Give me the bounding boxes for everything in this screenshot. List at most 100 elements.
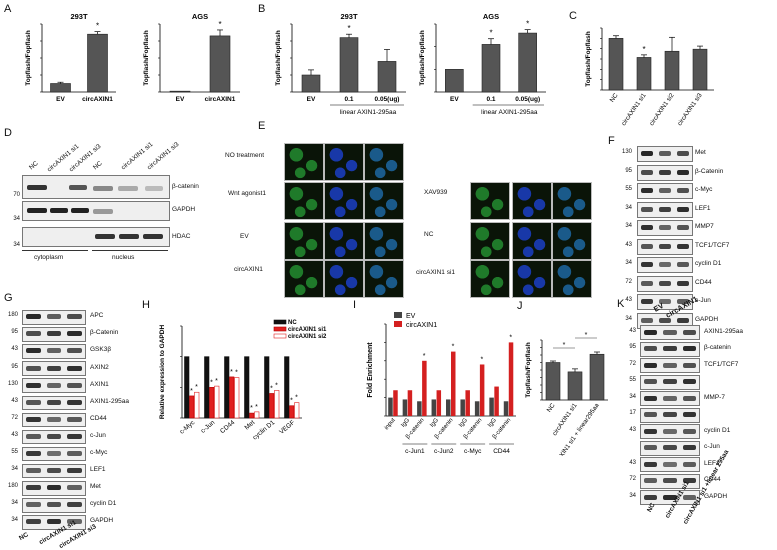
band <box>46 433 62 439</box>
row-label: LEF1 <box>90 466 106 474</box>
bar <box>636 57 652 91</box>
band <box>641 243 653 249</box>
micrograph-tile <box>512 182 552 220</box>
blot-row <box>22 429 86 445</box>
band <box>641 262 653 267</box>
band <box>46 485 62 491</box>
bar <box>474 401 480 416</box>
x-tick-label: circAXIN1 si1 <box>620 92 648 127</box>
bar <box>393 390 398 416</box>
mw-marker: 180 <box>7 483 18 490</box>
y-axis-label: Relative expression to GAPDH <box>159 325 166 420</box>
band <box>663 412 677 417</box>
legend-swatch <box>273 319 287 325</box>
row-label-no-treatment: NO treatment <box>225 152 265 159</box>
bar <box>664 50 680 91</box>
blot-row <box>640 358 700 373</box>
band <box>682 362 696 368</box>
mw-marker: 55 <box>11 449 18 456</box>
bar <box>545 362 561 401</box>
significance-star: * <box>215 378 218 385</box>
row-label: LEF1 <box>695 204 711 212</box>
bar <box>692 48 708 91</box>
band <box>659 169 671 175</box>
micrograph-tile <box>284 143 324 181</box>
x-tick-label: circAXIN1 <box>82 96 113 103</box>
bar <box>294 402 300 419</box>
chart-title: AGS <box>192 12 208 21</box>
band <box>26 399 41 405</box>
bar <box>229 376 235 419</box>
x-tick-label: cyclin D1 <box>252 419 277 442</box>
mw-marker: 34 <box>629 492 636 499</box>
panel-label-c: C <box>569 10 577 22</box>
micrograph-tile <box>364 260 404 298</box>
x-tick-label: EV <box>176 96 185 103</box>
x-tick-label: CD44 <box>219 419 237 435</box>
band <box>67 331 82 337</box>
band <box>641 188 653 193</box>
band <box>682 494 696 500</box>
group-label: c-Myc <box>464 448 482 455</box>
band <box>46 468 62 474</box>
group-label: c-Jun2 <box>434 448 454 455</box>
bar <box>479 364 485 416</box>
band <box>659 151 671 156</box>
significance-star: * <box>195 384 198 391</box>
band <box>663 362 677 368</box>
band <box>677 151 689 156</box>
blot-row <box>637 238 693 255</box>
bar <box>589 353 605 401</box>
blot-row <box>22 412 86 428</box>
row-label: TCF1/TCF7 <box>695 241 730 249</box>
blot-row <box>637 164 693 181</box>
chart-b-293t: 293T Topflash/Fopflash EV * 0.1 0.05(ug) linea… <box>275 12 406 116</box>
band <box>67 365 82 371</box>
band <box>67 399 82 405</box>
mw-marker: 34 <box>625 204 632 211</box>
row-label: β-Catenin <box>90 329 119 337</box>
band <box>26 314 41 320</box>
x-tick-label: EV <box>307 96 316 103</box>
legend-swatch <box>394 321 402 327</box>
micrograph-tile <box>284 222 324 260</box>
significance-star: * <box>270 385 273 392</box>
y-axis-label: Topflash/Fopflash <box>525 342 532 398</box>
bar <box>214 385 220 419</box>
row-label: β-Catenin <box>695 167 724 175</box>
lane-label-nc: NC <box>92 159 104 172</box>
blot-row <box>640 473 700 489</box>
band <box>682 395 696 401</box>
band <box>641 151 653 156</box>
band <box>644 395 658 401</box>
blot-row <box>640 341 700 357</box>
legend-swatch <box>394 312 402 318</box>
mw-marker: 17 <box>629 410 636 416</box>
band <box>644 494 658 500</box>
mw-marker: 43 <box>11 346 18 353</box>
band <box>659 280 671 286</box>
bar <box>436 390 442 416</box>
row-label: HDAC <box>172 233 191 240</box>
x-tick-label: input <box>384 417 397 431</box>
band <box>26 331 41 337</box>
band <box>677 262 689 267</box>
significance-star: * <box>585 332 588 339</box>
legend-swatch <box>273 333 287 339</box>
mw-marker: 34 <box>13 216 20 222</box>
row-label: AXIN1-295aa <box>704 327 744 335</box>
band <box>67 433 82 439</box>
significance-star: * <box>489 29 492 38</box>
band <box>677 280 689 286</box>
x-tick-label: IgG <box>458 417 469 429</box>
micrograph-tile <box>552 182 592 220</box>
bar <box>377 61 397 93</box>
bar <box>489 397 494 416</box>
mw-marker: 43 <box>625 241 632 248</box>
micrograph-tile <box>552 222 592 260</box>
x-axis-label: linear AXIN1-295aa <box>481 109 538 116</box>
row-label: Met <box>90 483 101 491</box>
bar <box>494 386 499 416</box>
band <box>644 412 658 417</box>
